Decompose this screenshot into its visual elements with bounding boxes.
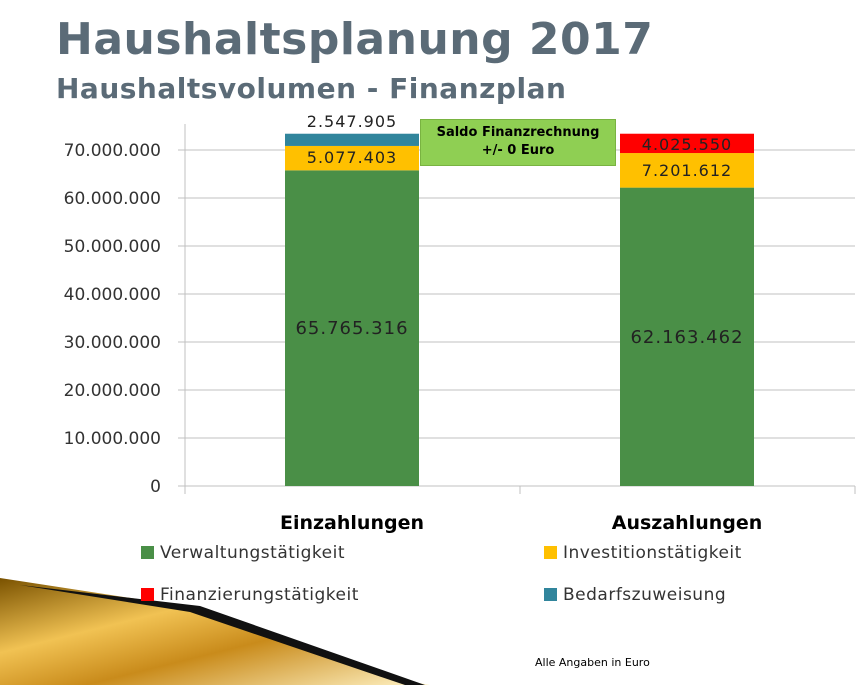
y-tick-label: 30.000.000 (64, 333, 161, 353)
legend-label: Finanzierungstätigkeit (160, 585, 359, 605)
page-title: Haushaltsplanung 2017 (56, 14, 654, 65)
legend-swatch (544, 546, 557, 559)
bar-segment (620, 133, 754, 154)
bar-segment (285, 133, 419, 146)
saldo-annotation: Saldo Finanzrechnung +/- 0 Euro (420, 119, 616, 166)
legend-swatch (544, 588, 557, 601)
x-category-label: Einzahlungen (280, 512, 424, 534)
data-label: 2.547.905 (307, 112, 397, 131)
decorative-swoosh (0, 578, 430, 685)
bar-segment (285, 145, 419, 171)
data-label: 62.163.462 (630, 327, 743, 348)
legend-label: Verwaltungstätigkeit (160, 543, 345, 563)
legend-swatch (141, 546, 154, 559)
footnote: Alle Angaben in Euro (535, 656, 650, 669)
data-label: 5.077.403 (307, 148, 397, 167)
y-tick-label: 50.000.000 (64, 237, 161, 257)
data-label: 65.765.316 (295, 318, 408, 339)
legend-label: Investitionstätigkeit (563, 543, 742, 563)
data-label: 4.025.550 (642, 135, 732, 154)
y-tick-label: 10.000.000 (64, 429, 161, 449)
legend-label: Bedarfszuweisung (563, 585, 726, 605)
bar-segment (285, 170, 419, 486)
saldo-line1: Saldo Finanzrechnung (436, 125, 600, 140)
y-tick-label: 60.000.000 (64, 189, 161, 209)
saldo-line2: +/- 0 Euro (481, 143, 555, 158)
data-label: 7.201.612 (642, 161, 732, 180)
x-category-label: Auszahlungen (612, 512, 763, 534)
y-tick-label: 40.000.000 (64, 285, 161, 305)
y-tick-label: 20.000.000 (64, 381, 161, 401)
y-tick-label: 0 (150, 477, 161, 497)
bar-segment (620, 187, 754, 486)
bar-segment (620, 153, 754, 188)
y-tick-label: 70.000.000 (64, 141, 161, 161)
legend-swatch (141, 588, 154, 601)
page-subtitle: Haushaltsvolumen - Finanzplan (56, 72, 567, 105)
